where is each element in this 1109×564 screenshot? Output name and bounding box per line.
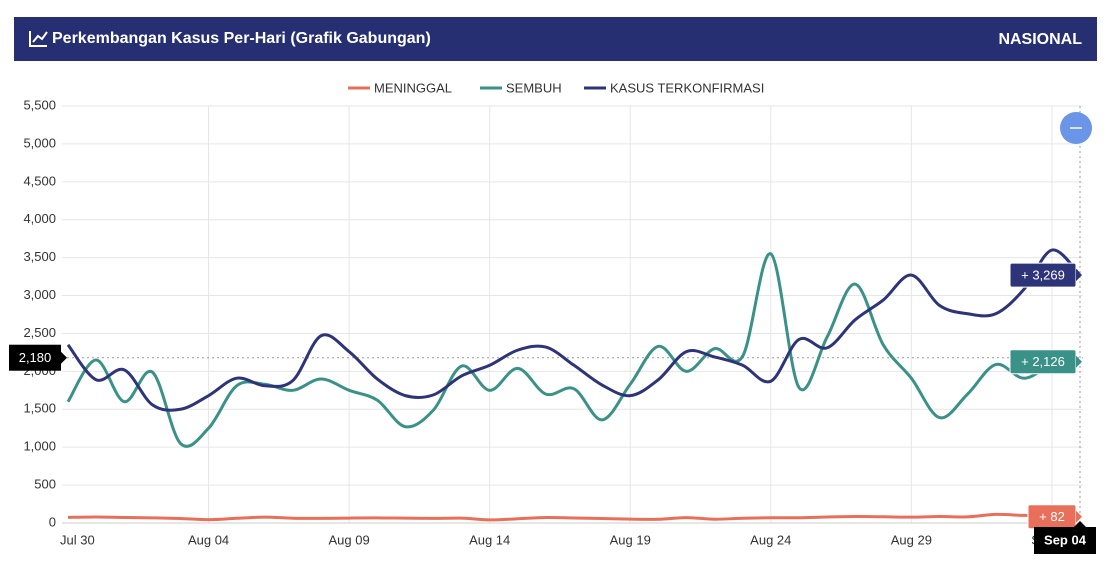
- y-tick-label: 5,000: [23, 135, 56, 150]
- legend-item: MENINGGAL: [348, 80, 452, 95]
- y-tick-label: 1,000: [23, 439, 56, 454]
- x-tooltip: Sep 04: [1034, 521, 1096, 554]
- y-tick-label: 5,500: [23, 97, 56, 112]
- chart-title: Perkembangan Kasus Per-Hari (Grafik Gabu…: [52, 30, 431, 47]
- x-tick-label: Jul 30: [60, 532, 95, 547]
- crosshair-arrow: [61, 351, 67, 364]
- tooltip-arrow: [1076, 269, 1082, 282]
- x-tick-label: Aug 04: [188, 532, 229, 547]
- crosshair-text: 2,180: [19, 350, 52, 365]
- value-tooltip: + 2,126: [1009, 349, 1082, 375]
- tooltip-arrow: [1076, 355, 1082, 368]
- crosshair-box: [9, 344, 61, 371]
- y-tick-label: 4,000: [23, 211, 56, 226]
- legend-item: SEMBUH: [480, 80, 562, 95]
- scope-label: NASIONAL: [998, 31, 1082, 48]
- x-tooltip-arrow: [1074, 521, 1086, 527]
- x-tooltip-box: [1034, 527, 1096, 554]
- value-tooltip: + 3,269: [1009, 262, 1082, 288]
- x-tooltip-label: Sep 04: [1044, 532, 1087, 547]
- header-bar: [14, 17, 1097, 61]
- series-line: [66, 252, 1081, 448]
- value-tooltip: + 82: [1027, 504, 1082, 530]
- zoom-button[interactable]: [1060, 112, 1092, 144]
- y-tick-label: 0: [49, 514, 56, 529]
- legend-label: KASUS TERKONFIRMASI: [610, 80, 764, 95]
- y-tick-label: 3,000: [23, 287, 56, 302]
- chart-icon: [29, 31, 48, 47]
- tooltip-label: + 3,269: [1021, 268, 1065, 283]
- x-tick-label: Aug 29: [891, 532, 932, 547]
- y-tick-label: 2,500: [23, 325, 56, 340]
- tooltip-label: + 2,126: [1021, 354, 1065, 369]
- tooltip-arrow: [1076, 510, 1082, 523]
- x-tick-label: Aug 19: [610, 532, 651, 547]
- legend-item: KASUS TERKONFIRMASI: [584, 80, 764, 95]
- legend-label: SEMBUH: [506, 80, 562, 95]
- y-tick-label: 4,500: [23, 173, 56, 188]
- x-tick-label: Aug 09: [329, 532, 370, 547]
- tooltip-label: + 82: [1039, 509, 1065, 524]
- y-tick-label: 1,500: [23, 401, 56, 416]
- x-tick-label: Aug 14: [469, 532, 510, 547]
- legend-label: MENINGGAL: [374, 80, 452, 95]
- y-tick-label: 3,500: [23, 249, 56, 264]
- crosshair-label: 2,180: [9, 344, 67, 371]
- x-tick-label: Aug 24: [750, 532, 791, 547]
- plot: 05001,0001,5002,0002,5003,0003,5004,0004…: [9, 80, 1096, 554]
- series-line: [66, 248, 1082, 412]
- y-tick-label: 500: [34, 477, 56, 492]
- series-line: [67, 512, 1081, 522]
